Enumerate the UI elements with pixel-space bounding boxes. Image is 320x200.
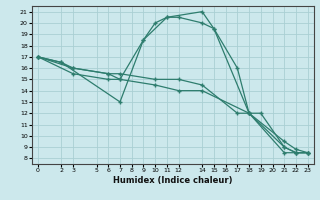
X-axis label: Humidex (Indice chaleur): Humidex (Indice chaleur) (113, 176, 233, 185)
